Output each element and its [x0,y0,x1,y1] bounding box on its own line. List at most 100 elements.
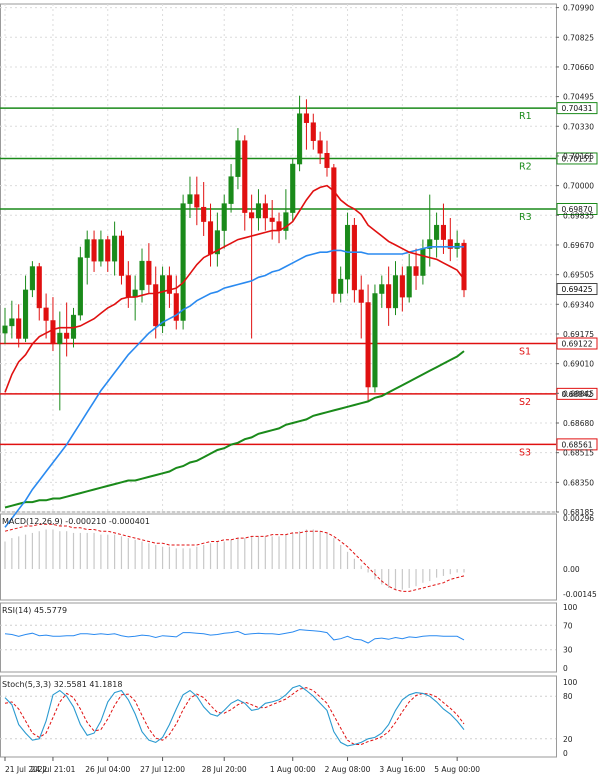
panel-frame [0,3,557,513]
time-tick-label: 21 Jul 2022 [5,765,48,774]
price-tick-label: 0.69340 [563,300,594,309]
price-tick-label: 0.68350 [563,478,594,487]
price-axis: 0.70990 0.70825 0.70660 0.70495 0.70330 0.701… [556,4,598,517]
bullish-candle [187,194,193,204]
price-candles [2,95,467,411]
bullish-candle [392,275,399,309]
bearish-candle [317,140,323,154]
stoch-label: Stoch(5,3,3) 32.5581 41.1818 [2,680,122,689]
price-tick-label: 0.70165 [563,152,594,161]
stoch-tick-label: 0 [563,749,568,758]
rsi-tick-label: 0 [563,664,568,673]
bearish-candle [194,194,200,208]
bullish-candle [290,163,296,213]
bullish-candle [454,242,460,249]
level-price-label: 0.70151 [561,154,592,163]
bearish-candle [324,153,330,168]
bullish-candle [77,257,83,316]
price-tick-label: 0.69505 [563,271,594,280]
panel-frame [0,513,557,601]
bearish-candle [440,224,446,240]
bearish-candle [331,167,337,294]
time-tick-label: 3 Aug 16:00 [379,765,425,774]
time-tick-label: 24 Jul 21:01 [30,765,75,774]
level-price-label: 0.69122 [561,340,592,349]
rsi-label: RSI(14) 45.5779 [2,606,67,615]
price-tick-label: 0.70000 [563,182,594,191]
fast-moving-average-line [4,184,465,393]
stoch-d-line [4,687,465,745]
price-tick-label: 0.69670 [563,241,594,250]
bullish-candle [406,266,412,298]
bearish-candle [146,260,152,285]
rsi-tick-label: 70 [563,621,573,630]
bearish-candle [173,293,179,321]
bearish-candle [269,217,275,222]
macd-label: MACD(12,26,9) -0.000210 -0.000401 [2,517,150,526]
stochastic-panel: Stoch(5,3,3) 32.5581 41.1818 100 80 20 0 [0,678,578,758]
bearish-candle [153,284,159,327]
rsi-line [4,629,465,644]
bearish-candle [105,239,111,262]
time-tick-label: 5 Aug 00:00 [434,765,480,774]
rsi-tick-label: 30 [563,646,573,655]
bearish-candle [365,302,371,388]
bullish-candle [372,293,378,388]
level-price-box [556,438,598,451]
current-price-label: 0.69425 [561,285,592,294]
bullish-candle [57,332,63,345]
macd-panel: MACD(12,26,9) -0.000210 -0.000401 0.00296… [2,514,597,599]
support-resistance-levels: R1 0.70431 R2 0.70151 R3 0.69870 S1 0.69122 S2 0.… [0,102,598,458]
slow-moving-average-line [4,350,465,509]
price-tick-label: 0.70330 [563,122,594,131]
current-price-box [556,283,598,296]
bearish-candle [166,275,172,294]
price-tick-label: 0.68845 [563,389,594,398]
price-tick-label: 0.69175 [563,330,594,339]
level-name-s1: S1 [519,347,531,358]
level-price-label: 0.68561 [561,440,592,449]
stoch-tick-label: 100 [563,678,578,687]
time-tick-label: 2 Aug 08:00 [325,765,371,774]
bearish-candle [303,113,309,123]
bearish-candle [249,212,255,219]
bearish-candle [64,332,70,339]
bullish-candle [9,318,15,327]
bearish-candle [310,122,316,141]
price-tick-label: 0.70660 [563,63,594,72]
stoch-tick-label: 20 [563,735,573,744]
bearish-candle [50,320,56,345]
macd-tick-label: 0.00296 [563,514,594,523]
panel-frame [0,675,557,758]
bullish-candle [2,325,8,334]
time-tick-label: 1 Aug 00:00 [270,765,316,774]
time-tick-label: 28 Jul 20:00 [202,765,247,774]
price-tick-label: 0.70990 [563,4,594,13]
level-name-r3: R3 [519,212,532,223]
bullish-candle [434,224,440,240]
bearish-candle [413,266,419,276]
price-tick-label: 0.70495 [563,93,594,102]
level-price-label: 0.70431 [561,104,592,113]
level-name-s3: S3 [519,447,531,458]
bearish-candle [36,266,42,309]
bullish-candle [214,230,220,255]
price-tick-label: 0.69835 [563,211,594,220]
stoch-k-line [4,684,465,747]
bearish-candle [461,242,467,291]
bearish-candle [91,239,97,262]
time-tick-label: 27 Jul 12:00 [140,765,185,774]
rsi-tick-label: 100 [563,603,578,612]
stoch-tick-label: 80 [563,692,573,701]
bearish-candle [447,239,453,249]
bearish-candle [386,284,392,309]
price-tick-label: 0.68515 [563,449,594,458]
price-tick-label: 0.70825 [563,33,594,42]
rsi-panel: RSI(14) 45.5779 100 70 30 0 [0,603,578,673]
price-tick-label: 0.68680 [563,419,594,428]
bearish-candle [125,275,131,298]
bullish-candle [160,275,166,327]
bearish-candle [399,275,405,298]
time-tick-label: 26 Jul 04:00 [85,765,130,774]
